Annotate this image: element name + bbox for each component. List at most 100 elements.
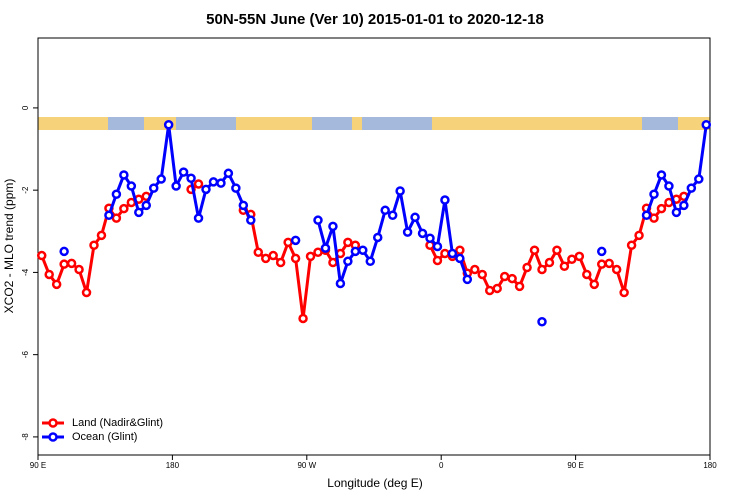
legend-marker bbox=[48, 432, 58, 442]
point bbox=[320, 243, 331, 253]
point bbox=[343, 256, 353, 267]
point bbox=[186, 173, 196, 183]
point bbox=[671, 207, 682, 218]
point bbox=[119, 203, 129, 214]
point bbox=[462, 274, 473, 285]
point bbox=[649, 213, 659, 223]
point bbox=[193, 179, 204, 189]
point bbox=[395, 186, 405, 196]
point bbox=[66, 258, 77, 269]
point bbox=[111, 189, 122, 200]
ocean-strip bbox=[108, 117, 144, 130]
point bbox=[537, 317, 547, 327]
point bbox=[193, 213, 204, 223]
point bbox=[589, 279, 600, 290]
land-ocean-strip bbox=[38, 117, 710, 130]
point bbox=[619, 287, 629, 298]
point bbox=[81, 287, 92, 298]
legend-label: Land (Nadir&Glint) bbox=[72, 417, 163, 429]
legend-label: Ocean (Glint) bbox=[72, 431, 137, 443]
point bbox=[328, 257, 338, 268]
point bbox=[44, 269, 54, 280]
point bbox=[529, 245, 540, 255]
point bbox=[59, 259, 69, 269]
point bbox=[246, 215, 256, 225]
point bbox=[574, 251, 585, 262]
point bbox=[59, 246, 69, 257]
point bbox=[387, 210, 398, 220]
point bbox=[350, 246, 361, 257]
legend-marker bbox=[48, 418, 58, 428]
point bbox=[238, 200, 249, 211]
point bbox=[119, 170, 129, 180]
chart-title: 50N-55N June (Ver 10) 2015-01-01 to 2020… bbox=[206, 11, 544, 28]
point bbox=[253, 247, 264, 258]
point bbox=[455, 253, 465, 264]
point bbox=[156, 174, 166, 184]
point bbox=[455, 245, 465, 255]
point bbox=[305, 251, 316, 262]
point bbox=[298, 313, 308, 324]
point bbox=[111, 213, 122, 223]
ocean-strip bbox=[312, 117, 352, 130]
point bbox=[440, 195, 450, 205]
point bbox=[582, 269, 592, 280]
point bbox=[410, 212, 420, 223]
x-tick-label: 90 W bbox=[297, 461, 316, 470]
point bbox=[492, 283, 502, 294]
x-tick-label: 90 E bbox=[30, 461, 46, 470]
point bbox=[701, 120, 712, 130]
point bbox=[328, 221, 338, 232]
y-tick-label: -4 bbox=[21, 268, 30, 276]
x-tick-label: 180 bbox=[703, 461, 717, 470]
point bbox=[36, 250, 47, 261]
point bbox=[641, 210, 652, 220]
x-axis-label: Longitude (deg E) bbox=[327, 476, 422, 490]
point bbox=[231, 183, 241, 193]
y-tick-label: -6 bbox=[21, 351, 30, 359]
x-tick-label: 180 bbox=[166, 461, 180, 470]
point bbox=[596, 259, 607, 269]
point bbox=[74, 264, 84, 275]
point bbox=[604, 258, 614, 269]
point bbox=[611, 264, 622, 275]
point bbox=[148, 183, 159, 193]
point bbox=[313, 247, 323, 258]
point bbox=[290, 253, 301, 264]
point bbox=[313, 215, 323, 225]
point bbox=[275, 257, 286, 268]
point bbox=[134, 207, 144, 218]
point bbox=[51, 279, 62, 290]
point bbox=[260, 253, 271, 264]
y-tick-label: -2 bbox=[21, 186, 30, 194]
point bbox=[679, 200, 689, 211]
point bbox=[470, 264, 480, 275]
point bbox=[268, 250, 278, 261]
y-tick-label: 0 bbox=[21, 105, 30, 110]
point bbox=[499, 271, 510, 282]
point bbox=[425, 233, 435, 244]
point bbox=[432, 241, 443, 252]
series-line bbox=[107, 123, 708, 286]
point bbox=[402, 227, 413, 237]
point bbox=[656, 203, 667, 214]
point bbox=[432, 255, 443, 266]
point bbox=[201, 184, 211, 195]
point bbox=[335, 278, 346, 289]
point bbox=[552, 245, 562, 255]
point bbox=[417, 228, 428, 239]
point bbox=[178, 167, 189, 177]
point bbox=[343, 237, 353, 248]
point bbox=[440, 248, 450, 259]
point bbox=[656, 170, 667, 180]
ocean-strip bbox=[176, 117, 236, 130]
point bbox=[537, 264, 547, 275]
point bbox=[96, 230, 107, 241]
x-tick-label: 90 E bbox=[567, 461, 583, 470]
point bbox=[171, 181, 181, 191]
point bbox=[380, 205, 390, 216]
point bbox=[596, 246, 607, 257]
point bbox=[358, 245, 368, 255]
